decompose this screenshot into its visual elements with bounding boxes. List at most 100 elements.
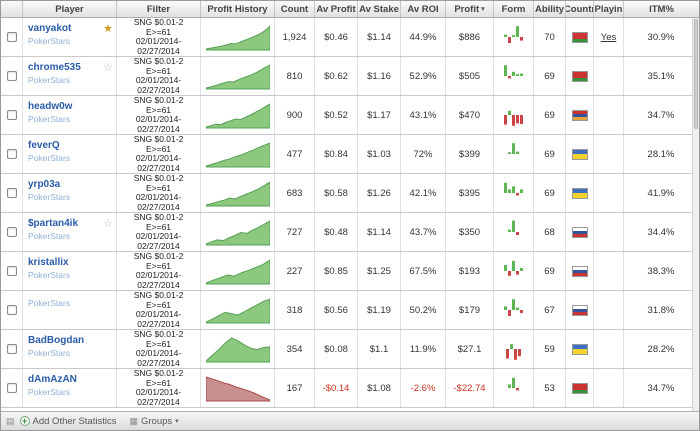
- playing-link[interactable]: [594, 174, 624, 212]
- select-cell: [1, 213, 23, 251]
- scrollbar-thumb[interactable]: [694, 19, 698, 129]
- form-chart: [494, 18, 534, 56]
- count-value: 354: [275, 330, 315, 368]
- profit-history-chart: [201, 96, 275, 134]
- column-header-player[interactable]: Player: [23, 1, 117, 17]
- form-chart: [494, 57, 534, 95]
- player-site: PokerStars: [28, 231, 71, 241]
- itm-value: 28.2%: [624, 330, 699, 368]
- playing-link[interactable]: [594, 252, 624, 290]
- select-cell: [1, 252, 23, 290]
- groups-dropdown[interactable]: ▦ Groups ▾: [129, 416, 178, 427]
- av-profit-value: -$0.14: [315, 369, 358, 407]
- count-value: 683: [275, 174, 315, 212]
- ability-value: 69: [534, 252, 566, 290]
- player-cell: headw0w PokerStars: [23, 96, 117, 134]
- row-checkbox[interactable]: [6, 32, 17, 42]
- playing-link[interactable]: [594, 57, 624, 95]
- count-value: 810: [275, 57, 315, 95]
- count-value: 227: [275, 252, 315, 290]
- form-chart: [494, 330, 534, 368]
- column-header-filter[interactable]: Filter: [117, 1, 201, 17]
- column-header-ability[interactable]: Ability: [534, 1, 566, 17]
- row-checkbox[interactable]: [6, 149, 17, 159]
- player-name-link[interactable]: vanyakot: [28, 23, 72, 34]
- player-cell: $partan4ik PokerStars ☆: [23, 213, 117, 251]
- playing-link[interactable]: [594, 96, 624, 134]
- badge-icon: ★: [103, 23, 113, 35]
- player-cell: vanyakot PokerStars ★: [23, 18, 117, 56]
- av-roi-value: 43.7%: [401, 213, 446, 251]
- lock-icon[interactable]: ▤: [6, 415, 15, 426]
- player-cell: BadBogdan PokerStars: [23, 330, 117, 368]
- select-cell: [1, 18, 23, 56]
- vertical-scrollbar[interactable]: [692, 18, 699, 411]
- playing-link[interactable]: [594, 330, 624, 368]
- row-checkbox[interactable]: [6, 383, 17, 393]
- row-checkbox[interactable]: [6, 71, 17, 81]
- country-cell: [566, 57, 594, 95]
- select-cell: [1, 96, 23, 134]
- row-checkbox[interactable]: [6, 344, 17, 354]
- column-header-av-stake[interactable]: Av Stake: [358, 1, 401, 17]
- country-cell: [566, 18, 594, 56]
- player-name-link[interactable]: kristallix: [28, 257, 69, 268]
- player-name-link[interactable]: headw0w: [28, 101, 73, 112]
- row-checkbox[interactable]: [6, 188, 17, 198]
- player-name-link[interactable]: yrp03a: [28, 179, 61, 190]
- playing-link[interactable]: Yes: [594, 18, 624, 56]
- count-value: 477: [275, 135, 315, 173]
- playing-link[interactable]: [594, 213, 624, 251]
- column-header-playing[interactable]: Playin: [594, 1, 624, 17]
- av-profit-value: $0.48: [315, 213, 358, 251]
- player-site: PokerStars: [28, 192, 71, 202]
- av-roi-value: 67.5%: [401, 252, 446, 290]
- add-other-statistics-button[interactable]: + Add Other Statistics: [19, 416, 116, 427]
- row-checkbox[interactable]: [6, 305, 17, 315]
- player-name-link[interactable]: BadBogdan: [28, 335, 85, 346]
- av-roi-value: -2.6%: [401, 369, 446, 407]
- column-header-profit-history[interactable]: Profit History: [201, 1, 275, 17]
- playing-link[interactable]: [594, 291, 624, 329]
- playing-link[interactable]: [594, 369, 624, 407]
- av-roi-value: 11.9%: [401, 330, 446, 368]
- playing-link[interactable]: [594, 135, 624, 173]
- row-checkbox[interactable]: [6, 266, 17, 276]
- column-header-av-profit[interactable]: Av Profit: [315, 1, 358, 17]
- player-name-link[interactable]: dAmAzAN: [28, 374, 77, 385]
- row-checkbox[interactable]: [6, 227, 17, 237]
- grid-icon: ▦: [129, 415, 138, 426]
- column-header-country[interactable]: Countr: [566, 1, 594, 17]
- profit-value: $179: [446, 291, 494, 329]
- av-roi-value: 42.1%: [401, 174, 446, 212]
- column-header-count[interactable]: Count: [275, 1, 315, 17]
- itm-value: 30.9%: [624, 18, 699, 56]
- table-row: PokerStars SNG $0.01-2 E>=61 02/01/2014- 02…: [1, 291, 699, 330]
- av-roi-value: 43.1%: [401, 96, 446, 134]
- column-header-profit[interactable]: Profit ▾: [446, 1, 494, 17]
- player-name-link[interactable]: feverQ: [28, 140, 60, 151]
- form-chart: [494, 96, 534, 134]
- column-header-av-roi[interactable]: Av ROI: [401, 1, 446, 17]
- profit-history-chart: [201, 18, 275, 56]
- player-name-link[interactable]: $partan4ik: [28, 218, 79, 229]
- bottom-toolbar: ▤ + Add Other Statistics ▦ Groups ▾: [1, 411, 699, 430]
- row-checkbox[interactable]: [6, 110, 17, 120]
- profit-value: -$22.74: [446, 369, 494, 407]
- ability-value: 69: [534, 96, 566, 134]
- av-roi-value: 50.2%: [401, 291, 446, 329]
- player-name-link[interactable]: chrome535: [28, 62, 81, 73]
- filter-cell: SNG $0.01-2 E>=61 02/01/2014- 02/27/2014: [117, 330, 201, 368]
- column-header-itm[interactable]: ITM%: [649, 3, 674, 15]
- form-chart: [494, 252, 534, 290]
- itm-value: 34.4%: [624, 213, 699, 251]
- profit-value: $350: [446, 213, 494, 251]
- column-header-form[interactable]: Form: [494, 1, 534, 17]
- ability-value: 69: [534, 135, 566, 173]
- player-site: PokerStars: [28, 387, 71, 397]
- av-profit-value: $0.46: [315, 18, 358, 56]
- country-cell: [566, 174, 594, 212]
- ability-value: 67: [534, 291, 566, 329]
- filter-cell: SNG $0.01-2 E>=61 02/01/2014- 02/27/2014: [117, 57, 201, 95]
